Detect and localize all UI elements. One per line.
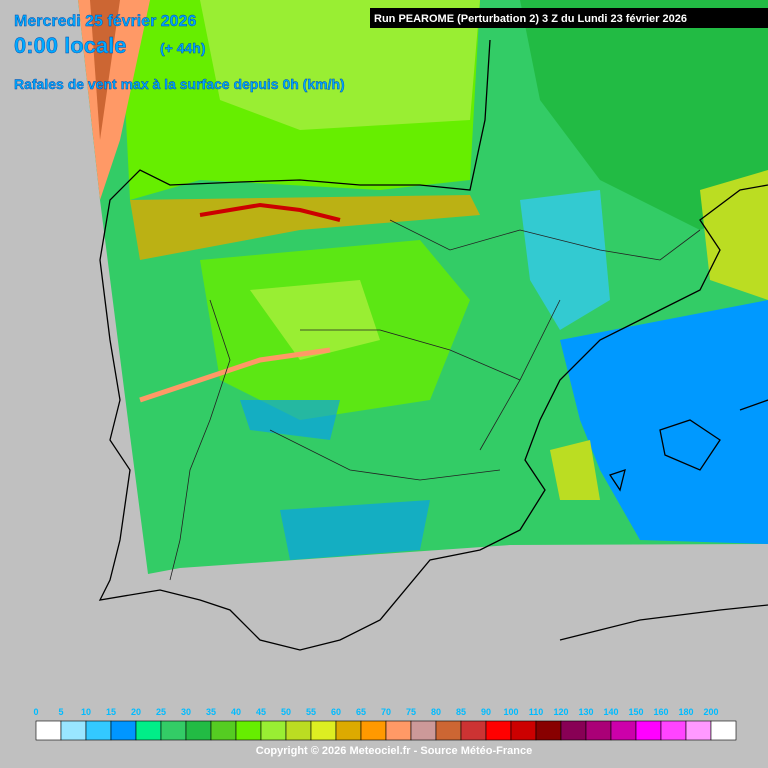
legend-label: 160 xyxy=(653,707,668,717)
legend-label: 90 xyxy=(481,707,491,717)
legend-swatch xyxy=(285,720,312,741)
legend-swatch xyxy=(385,720,412,741)
legend-swatch xyxy=(435,720,462,741)
run-info: Run PEAROME (Perturbation 2) 3 Z du Lund… xyxy=(374,13,687,25)
legend-swatch xyxy=(460,720,487,741)
legend-label: 50 xyxy=(281,707,291,717)
legend-swatch xyxy=(510,720,537,741)
legend-swatch xyxy=(35,720,62,741)
legend-label: 30 xyxy=(181,707,191,717)
legend-swatch xyxy=(135,720,162,741)
legend-label: 110 xyxy=(529,707,544,717)
run-banner xyxy=(370,8,768,28)
lead-time: (+ 44h) xyxy=(160,40,206,56)
subtitle: Rafales de vent max à la surface depuis … xyxy=(14,76,345,92)
legend-label: 20 xyxy=(131,707,141,717)
legend-label: 0 xyxy=(33,707,38,717)
legend-swatch xyxy=(85,720,112,741)
legend-swatch xyxy=(410,720,437,741)
legend-swatch xyxy=(485,720,512,741)
legend-label: 15 xyxy=(106,707,116,717)
legend-swatch xyxy=(660,720,687,741)
legend-label: 25 xyxy=(156,707,166,717)
legend-label: 35 xyxy=(206,707,216,717)
legend-label: 140 xyxy=(603,707,618,717)
legend-swatch xyxy=(260,720,287,741)
legend-swatch xyxy=(335,720,362,741)
wind-field xyxy=(78,0,768,574)
date: Mercredi 25 février 2026 xyxy=(14,13,196,30)
legend-swatch xyxy=(60,720,87,741)
legend-swatch xyxy=(185,720,212,741)
legend-swatch xyxy=(235,720,262,741)
legend-swatch xyxy=(610,720,637,741)
legend-label: 80 xyxy=(431,707,441,717)
legend-swatch xyxy=(360,720,387,741)
legend-label: 40 xyxy=(231,707,241,717)
legend-label: 130 xyxy=(578,707,593,717)
legend-swatch xyxy=(210,720,237,741)
legend-label: 55 xyxy=(306,707,316,717)
time: 0:00 locale xyxy=(14,33,127,58)
legend-swatch xyxy=(635,720,662,741)
legend-label: 120 xyxy=(553,707,568,717)
legend-label: 85 xyxy=(456,707,466,717)
legend-label: 100 xyxy=(503,707,518,717)
legend-label: 10 xyxy=(81,707,91,717)
legend-label: 45 xyxy=(256,707,266,717)
legend-swatch xyxy=(110,720,137,741)
legend-swatch xyxy=(710,720,737,741)
copyright: Copyright © 2026 Meteociel.fr - Source M… xyxy=(256,745,532,757)
legend-swatch xyxy=(535,720,562,741)
legend-swatch xyxy=(160,720,187,741)
legend-label: 75 xyxy=(406,707,416,717)
legend-label: 5 xyxy=(58,707,63,717)
legend-swatch xyxy=(560,720,587,741)
legend-label: 200 xyxy=(703,707,718,717)
legend-swatch xyxy=(685,720,712,741)
legend-label: 180 xyxy=(678,707,693,717)
legend-label: 70 xyxy=(381,707,391,717)
legend-label: 60 xyxy=(331,707,341,717)
coastlines xyxy=(98,39,768,651)
borders xyxy=(169,219,701,581)
legend-label: 65 xyxy=(356,707,366,717)
legend-swatch xyxy=(310,720,337,741)
legend: 0 5 10 15 20 25 30 35 40 45 50 55 60 65 70 75 80 85 90 100 1… xyxy=(33,707,737,741)
legend-label: 150 xyxy=(628,707,643,717)
legend-swatch xyxy=(585,720,612,741)
